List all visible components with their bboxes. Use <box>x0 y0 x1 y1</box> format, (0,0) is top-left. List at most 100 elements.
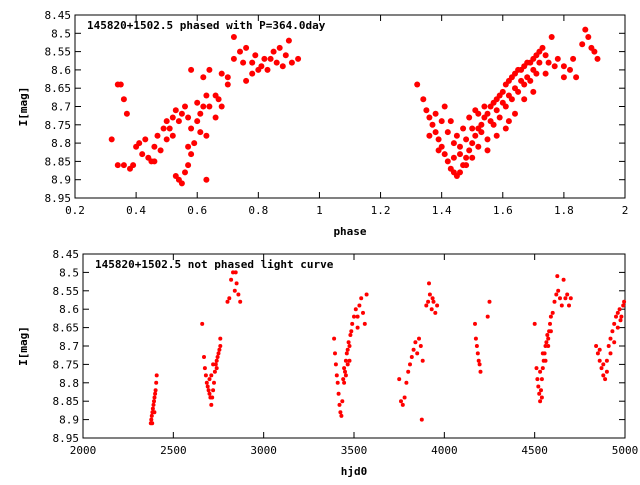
data-point <box>153 388 158 393</box>
data-point <box>212 369 217 374</box>
data-point <box>539 388 543 393</box>
data-point <box>505 118 512 125</box>
data-point <box>200 74 207 81</box>
y-tick-label: 8.75 <box>53 358 80 371</box>
data-point <box>450 154 457 161</box>
data-point <box>435 303 440 308</box>
data-point <box>169 114 176 121</box>
data-point <box>333 351 337 356</box>
data-point <box>420 96 427 103</box>
data-point <box>282 52 289 59</box>
data-point <box>493 107 500 114</box>
data-point <box>404 380 409 385</box>
data-point <box>229 277 234 282</box>
data-point <box>539 44 546 51</box>
data-point <box>466 114 473 121</box>
data-point <box>484 136 491 143</box>
y-tick-label: 8.85 <box>45 155 72 168</box>
data-point <box>215 96 222 103</box>
y-tick-label: 8.7 <box>51 101 71 114</box>
data-point <box>433 310 438 315</box>
data-point <box>349 329 354 334</box>
data-point <box>546 336 551 341</box>
data-point <box>151 158 158 165</box>
data-point <box>430 296 435 301</box>
data-point <box>460 125 467 132</box>
data-point <box>606 344 611 348</box>
data-point <box>347 358 352 363</box>
data-point <box>188 66 195 73</box>
data-point <box>139 151 146 158</box>
data-point <box>615 325 620 330</box>
data-point <box>152 395 157 400</box>
x-tick-label: 4000 <box>431 444 458 457</box>
data-point <box>230 34 237 40</box>
data-point <box>535 377 540 382</box>
data-point <box>130 162 137 169</box>
data-point <box>194 118 201 125</box>
data-point <box>210 395 215 400</box>
x-tick-label: 1.8 <box>554 204 574 217</box>
y-tick-label: 8.8 <box>51 137 71 150</box>
data-point <box>218 344 223 348</box>
y-tick-label: 8.9 <box>59 414 79 427</box>
data-point <box>160 125 167 132</box>
data-point <box>152 399 156 404</box>
data-point <box>238 299 243 304</box>
data-point <box>545 59 552 66</box>
data-point <box>342 380 347 385</box>
data-point <box>538 369 543 374</box>
data-point <box>197 129 204 136</box>
data-point <box>270 48 277 55</box>
data-point <box>561 277 566 282</box>
data-point <box>463 136 470 143</box>
data-point <box>499 88 506 95</box>
data-point <box>484 147 491 154</box>
data-point <box>548 329 553 334</box>
data-point <box>463 154 470 161</box>
data-point <box>218 103 225 110</box>
data-point <box>556 288 561 293</box>
data-point <box>185 114 192 121</box>
data-point <box>154 373 159 378</box>
data-point <box>212 114 219 121</box>
data-point <box>612 321 617 326</box>
data-point <box>472 132 479 139</box>
data-point <box>218 70 225 77</box>
data-point <box>457 169 463 176</box>
data-point <box>426 299 431 304</box>
data-point <box>550 310 555 315</box>
data-point <box>420 358 425 363</box>
data-point <box>169 132 176 139</box>
data-point <box>474 344 479 348</box>
data-point <box>484 110 491 117</box>
data-point <box>472 107 479 114</box>
x-tick-label: 2 <box>622 204 629 217</box>
data-point <box>537 391 542 396</box>
data-point <box>197 110 204 117</box>
data-point <box>335 380 340 385</box>
data-point <box>230 55 237 62</box>
data-point <box>594 55 601 62</box>
y-tick-label: 8.65 <box>45 82 72 95</box>
data-point <box>214 366 219 371</box>
phased-chart-title: 145820+1502.5 phased with P=364.0day <box>87 19 326 32</box>
data-point <box>536 59 543 66</box>
data-point <box>542 52 549 59</box>
data-point <box>120 96 127 103</box>
y-tick-label: 8.85 <box>53 395 80 408</box>
data-point <box>175 118 182 125</box>
data-point <box>539 377 544 382</box>
data-point <box>469 125 476 132</box>
data-point <box>353 307 358 312</box>
data-point <box>475 351 480 356</box>
data-point <box>527 77 534 84</box>
data-point <box>477 362 482 367</box>
data-point <box>236 292 241 297</box>
data-point <box>463 162 470 169</box>
data-point <box>617 307 622 312</box>
data-point <box>214 358 219 363</box>
data-point <box>151 143 158 150</box>
data-point <box>337 402 342 407</box>
data-point <box>473 336 478 341</box>
